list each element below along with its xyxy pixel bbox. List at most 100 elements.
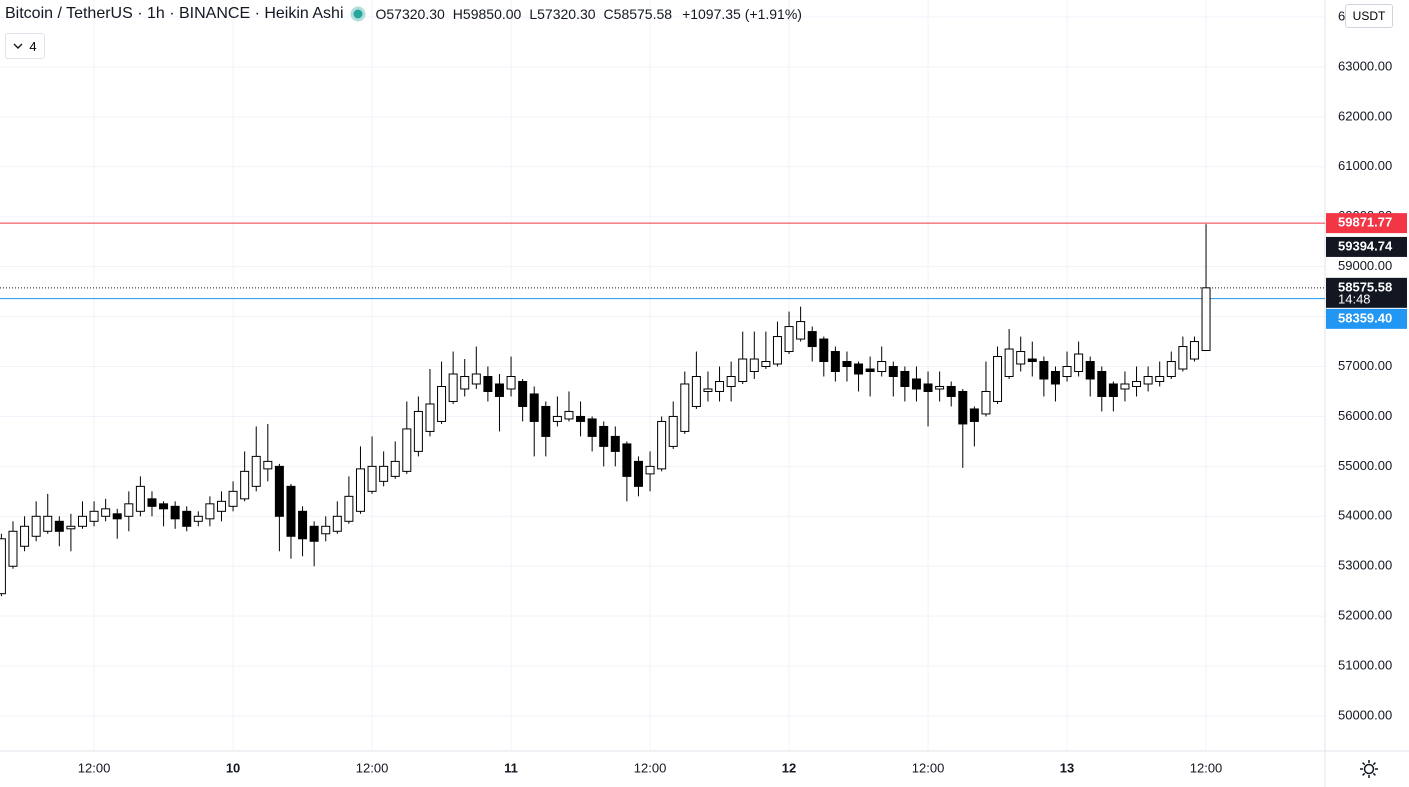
status-dot bbox=[350, 6, 365, 22]
x-tick-label: 12:00 bbox=[78, 760, 111, 775]
x-tick-label: 12:00 bbox=[1190, 760, 1223, 775]
x-tick-label: 12 bbox=[782, 760, 796, 775]
x-tick-label: 10 bbox=[226, 760, 240, 775]
candle-body bbox=[796, 321, 806, 340]
price-label: 59394.74 bbox=[1338, 238, 1393, 253]
currency-button[interactable]: USDT bbox=[1345, 4, 1393, 28]
candle-body bbox=[842, 361, 852, 368]
ohlc-value: 57320.30 bbox=[537, 6, 596, 22]
candle-body bbox=[112, 513, 122, 520]
candle-body bbox=[923, 383, 933, 392]
candle-body bbox=[1120, 383, 1130, 390]
candle-body bbox=[518, 380, 528, 407]
candle-body bbox=[240, 470, 250, 500]
candle-body bbox=[321, 525, 331, 535]
candle-body bbox=[993, 356, 1003, 402]
candle-body bbox=[981, 390, 991, 415]
price-label-box bbox=[1326, 308, 1407, 329]
x-tick-label: 13 bbox=[1060, 760, 1074, 775]
candle-body bbox=[1016, 351, 1026, 365]
ohlc-value: 57320.30 bbox=[386, 6, 445, 22]
candle-body bbox=[865, 368, 875, 373]
candle-body bbox=[483, 375, 493, 392]
candle-body bbox=[610, 435, 620, 452]
candle-body bbox=[657, 420, 667, 470]
candle-body bbox=[309, 525, 319, 542]
candle-body bbox=[1189, 341, 1199, 360]
symbol-title[interactable]: Bitcoin / TetherUS · 1h · BINANCE · Heik… bbox=[5, 5, 344, 22]
candle-body bbox=[251, 455, 261, 487]
candle-body bbox=[228, 490, 238, 507]
candle-body bbox=[1155, 375, 1165, 382]
candle-body bbox=[344, 495, 354, 522]
candle-body bbox=[101, 508, 111, 517]
candle-body bbox=[1085, 361, 1095, 380]
candle-body bbox=[576, 415, 586, 422]
candle-body bbox=[703, 388, 713, 392]
ohlc-key: H bbox=[452, 6, 463, 22]
candle-body bbox=[1050, 371, 1060, 385]
candle-body bbox=[66, 525, 76, 530]
y-tick-label: 53000.00 bbox=[1338, 558, 1392, 573]
candle-body bbox=[124, 503, 134, 517]
candle-body bbox=[216, 500, 226, 512]
candle-body bbox=[877, 361, 887, 373]
candle-body bbox=[599, 425, 609, 447]
candle-body bbox=[1201, 287, 1211, 352]
candle-body bbox=[807, 331, 817, 348]
candle-body bbox=[437, 385, 447, 422]
candle-body bbox=[43, 515, 53, 532]
candle-body bbox=[541, 405, 551, 437]
y-tick-label: 61000.00 bbox=[1338, 158, 1392, 173]
currency: USDT bbox=[1352, 9, 1386, 23]
candle-body bbox=[691, 375, 701, 407]
candle-body bbox=[448, 373, 458, 402]
y-tick-label: 63000.00 bbox=[1338, 58, 1392, 73]
candle-body bbox=[205, 503, 215, 520]
ohlc-key: L bbox=[529, 6, 538, 22]
candle-body bbox=[425, 403, 435, 432]
candle-body bbox=[668, 415, 678, 447]
candle-body bbox=[20, 525, 30, 547]
candle-body bbox=[1132, 380, 1142, 387]
candle-body bbox=[471, 373, 481, 385]
candle-body bbox=[1143, 375, 1153, 385]
y-tick-label: 51000.00 bbox=[1338, 658, 1392, 673]
candle-body bbox=[193, 515, 203, 522]
candle-body bbox=[888, 366, 898, 377]
candle-body bbox=[819, 338, 829, 363]
candle-body bbox=[911, 378, 921, 390]
candle-body bbox=[645, 465, 655, 475]
ohlc-value: 59850.00 bbox=[462, 6, 522, 22]
y-tick-label: 54000.00 bbox=[1338, 508, 1392, 523]
countdown: 14:48 bbox=[1338, 291, 1371, 306]
candle-body bbox=[367, 465, 377, 492]
candle-body bbox=[1004, 348, 1014, 377]
ohlc-key: C bbox=[603, 6, 614, 22]
candle-body bbox=[564, 410, 574, 420]
candle-body bbox=[274, 465, 284, 517]
y-tick-label: 50000.00 bbox=[1338, 707, 1392, 722]
header: Bitcoin / TetherUS · 1h · BINANCE · Heik… bbox=[5, 5, 810, 23]
price-label-box bbox=[1326, 236, 1407, 257]
candle-body bbox=[390, 460, 400, 477]
candle-body bbox=[506, 375, 516, 390]
ohlc-key: O bbox=[375, 6, 387, 22]
price-label: 59871.77 bbox=[1338, 215, 1392, 230]
indicator-toggle[interactable]: 4 bbox=[5, 33, 45, 59]
candle-body bbox=[935, 385, 945, 390]
candle-body bbox=[1178, 346, 1188, 370]
y-tick-label: 52000.00 bbox=[1338, 608, 1392, 623]
candle-body bbox=[1166, 361, 1176, 377]
candle-body bbox=[159, 503, 169, 510]
y-tick-label: 62000.00 bbox=[1338, 108, 1392, 123]
candle-body bbox=[772, 336, 782, 365]
indicator-count: 4 bbox=[29, 38, 37, 54]
x-tick-label: 12:00 bbox=[634, 760, 667, 775]
candle-body bbox=[1074, 353, 1084, 373]
settings-icon[interactable] bbox=[1359, 759, 1379, 779]
candle-body bbox=[946, 385, 956, 397]
change: +1097.35 (+1.91%) bbox=[682, 6, 802, 22]
candle-body bbox=[263, 460, 273, 470]
candle-body bbox=[1027, 358, 1037, 363]
